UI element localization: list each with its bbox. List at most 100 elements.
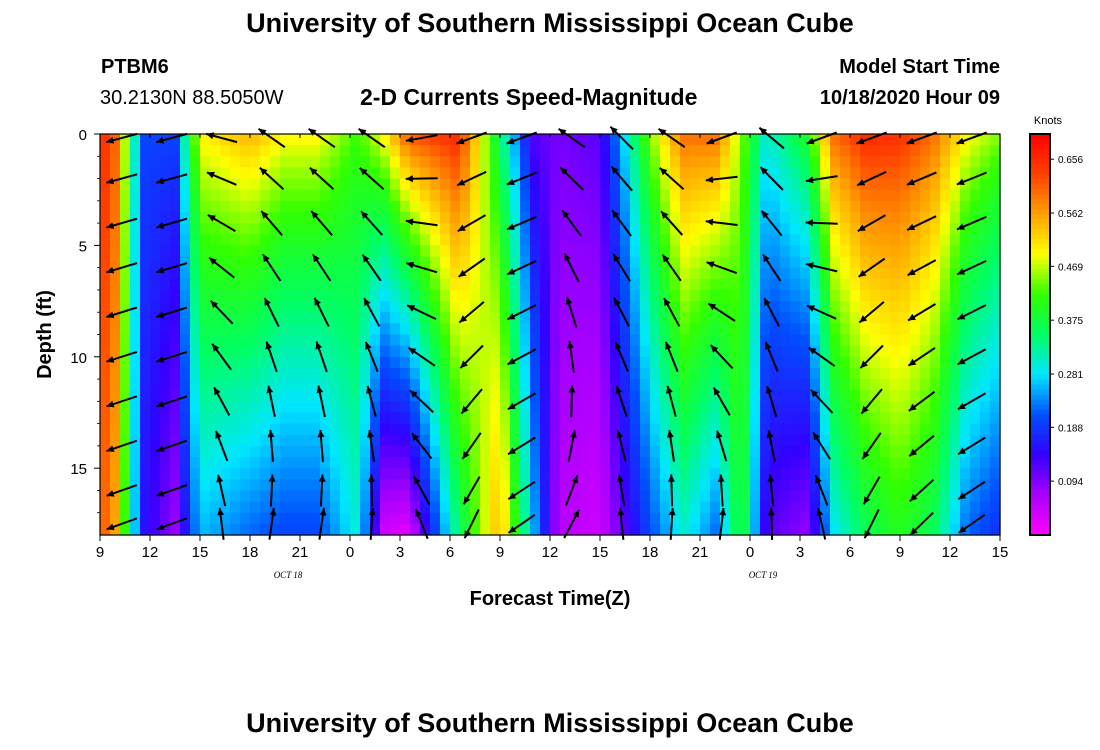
heatmap-cell	[560, 367, 571, 380]
heatmap-cell	[520, 345, 531, 358]
heatmap-cell	[330, 323, 341, 336]
heatmap-cell	[610, 245, 621, 258]
heatmap-cell	[900, 234, 911, 246]
heatmap-cell	[600, 356, 611, 369]
heatmap-cell	[410, 445, 421, 458]
heatmap-cell	[660, 256, 671, 269]
heatmap-cell	[840, 356, 851, 369]
heatmap-cell	[650, 457, 661, 469]
heatmap-cell	[520, 200, 531, 213]
heatmap-cell	[160, 345, 171, 358]
heatmap-cell	[470, 323, 481, 336]
heatmap-cell	[300, 490, 311, 503]
heatmap-cell	[170, 178, 181, 191]
heatmap-cell	[670, 423, 681, 436]
heatmap-cell	[190, 345, 201, 358]
heatmap-cell	[580, 256, 591, 269]
heatmap-cell	[970, 479, 981, 492]
heatmap-cell	[110, 412, 121, 425]
heatmap-cell	[970, 468, 981, 480]
heatmap-cell	[800, 245, 811, 258]
heatmap-cell	[800, 211, 811, 224]
heatmap-cell	[890, 490, 901, 503]
heatmap-cell	[320, 379, 331, 391]
heatmap-cell	[750, 323, 761, 336]
heatmap-cell	[500, 234, 511, 246]
heatmap-cell	[390, 245, 401, 258]
heatmap-cell	[350, 434, 361, 447]
heatmap-cell	[680, 145, 691, 157]
heatmap-cell	[590, 501, 601, 514]
heatmap-cell	[570, 334, 581, 347]
heatmap-cell	[540, 278, 551, 291]
heatmap-cell	[230, 379, 241, 391]
heatmap-cell	[620, 468, 631, 480]
heatmap-cell	[470, 245, 481, 258]
heatmap-cell	[720, 379, 731, 391]
heatmap-cell	[480, 423, 491, 436]
heatmap-cell	[640, 245, 651, 258]
heatmap-cell	[520, 301, 531, 313]
heatmap-cell	[860, 367, 871, 380]
heatmap-cell	[730, 223, 741, 235]
heatmap-cell	[780, 223, 791, 235]
heatmap-cell	[270, 490, 281, 503]
heatmap-cell	[640, 323, 651, 336]
heatmap-cell	[980, 334, 991, 347]
heatmap-cell	[610, 312, 621, 324]
heatmap-cell	[730, 200, 741, 213]
heatmap-cell	[140, 367, 151, 380]
heatmap-cell	[690, 356, 701, 369]
heatmap-cell	[790, 167, 801, 180]
heatmap-cell	[150, 312, 161, 324]
heatmap-cell	[110, 523, 121, 536]
heatmap-cell	[390, 334, 401, 347]
heatmap-cell	[580, 334, 591, 347]
heatmap-cell	[750, 211, 761, 224]
heatmap-cell	[550, 200, 561, 213]
heatmap-cell	[890, 345, 901, 358]
heatmap-cell	[250, 323, 261, 336]
current-arrowhead	[319, 508, 327, 516]
heatmap-cell	[960, 211, 971, 224]
heatmap-cell	[250, 178, 261, 191]
heatmap-cell	[150, 468, 161, 480]
heatmap-cell	[800, 256, 811, 269]
heatmap-cell	[150, 156, 161, 169]
heatmap-cell	[680, 312, 691, 324]
heatmap-cell	[560, 156, 571, 169]
heatmap-cell	[950, 189, 961, 202]
current-arrowhead	[907, 223, 916, 230]
heatmap-cell	[130, 223, 141, 235]
heatmap-cell	[680, 256, 691, 269]
heatmap-cell	[350, 211, 361, 224]
heatmap-cell	[590, 189, 601, 202]
heatmap-cell	[810, 401, 821, 414]
heatmap-cell	[110, 167, 121, 180]
heatmap-cell	[700, 523, 711, 536]
heatmap-cell	[800, 523, 811, 536]
current-arrowhead	[408, 347, 417, 355]
heatmap-cell	[430, 445, 441, 458]
x-tick-label: 15	[192, 544, 209, 561]
heatmap-cell	[700, 156, 711, 169]
heatmap-cell	[250, 211, 261, 224]
heatmap-cell	[530, 312, 541, 324]
heatmap-cell	[130, 356, 141, 369]
current-arrowhead	[613, 254, 620, 262]
heatmap-cell	[840, 390, 851, 402]
heatmap-cell	[480, 223, 491, 235]
heatmap-cell	[660, 523, 671, 536]
heatmap-cell	[190, 356, 201, 369]
heatmap-cell	[170, 156, 181, 169]
heatmap-cell	[770, 245, 781, 258]
heatmap-cell	[870, 211, 881, 224]
heatmap-cell	[980, 345, 991, 358]
heatmap-cell	[320, 412, 331, 425]
heatmap-cell	[280, 245, 291, 258]
heatmap-cell	[660, 145, 671, 157]
heatmap-cell	[400, 167, 411, 180]
heatmap-cell	[850, 200, 861, 213]
heatmap-cell	[130, 412, 141, 425]
heatmap-cell	[260, 412, 271, 425]
